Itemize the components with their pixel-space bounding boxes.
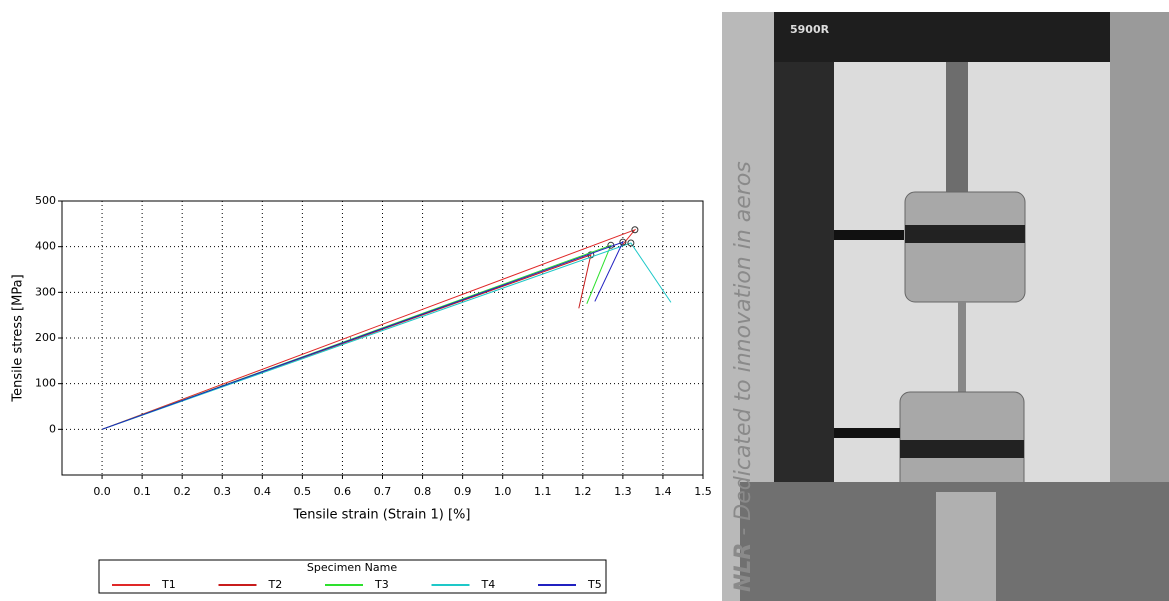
photo: 5900R NLR - Dedicated to innovation in a… <box>722 12 1169 601</box>
x-tick-label: 0.4 <box>254 485 272 498</box>
hose-top <box>834 230 904 240</box>
x-tick-label: 0.5 <box>294 485 312 498</box>
banner-bold: NLR <box>731 543 756 592</box>
legend-label: T5 <box>587 578 602 591</box>
x-tick-label: 1.1 <box>534 485 552 498</box>
line <box>101 228 637 430</box>
legend-box <box>98 559 607 594</box>
line <box>101 242 672 430</box>
x-tick-label: 1.5 <box>694 485 712 498</box>
legend-title: Specimen Name <box>307 561 397 574</box>
x-tick-label: 1.0 <box>494 485 512 498</box>
y-tick-label: 100 <box>35 377 56 390</box>
peak-marker <box>619 238 627 246</box>
legend-label: T1 <box>161 578 176 591</box>
x-tick-label: 0.8 <box>414 485 432 498</box>
x-tick-label: 0.1 <box>133 485 151 498</box>
x-tick-label: 0.9 <box>454 485 472 498</box>
hose-bottom <box>834 428 900 438</box>
grip-band-bottom <box>900 440 1024 458</box>
grip-band-top <box>905 225 1025 243</box>
x-tick-label: 1.4 <box>654 485 672 498</box>
grip-top <box>904 191 1026 303</box>
y-tick-label: 500 <box>35 194 56 207</box>
peak-marker <box>631 226 639 234</box>
banner: NLR - Dedicated to innovation in aeros <box>731 161 756 592</box>
base-fixture <box>936 492 996 601</box>
y-tick-label: 0 <box>49 422 56 435</box>
specimen <box>958 302 966 392</box>
line <box>101 241 624 430</box>
x-tick-label: 0.7 <box>374 485 392 498</box>
x-axis-label: Tensile strain (Strain 1) [%] <box>293 508 471 523</box>
machine-label: 5900R <box>790 23 830 36</box>
rod-top <box>946 62 968 192</box>
legend-label: T3 <box>374 578 389 591</box>
y-axis-label: Tensile stress [MPa] <box>11 274 26 402</box>
x-tick-label: 0.3 <box>214 485 232 498</box>
banner-text: - Dedicated to innovation in aeros <box>731 161 756 542</box>
x-tick-label: 0.0 <box>93 485 111 498</box>
x-tick-label: 0.2 <box>173 485 191 498</box>
y-tick-label: 400 <box>35 240 56 253</box>
x-tick-label: 1.3 <box>614 485 632 498</box>
x-tick-label: 0.6 <box>334 485 352 498</box>
peak-marker <box>627 239 635 247</box>
legend-label: T2 <box>268 578 283 591</box>
crosshead <box>774 12 1110 62</box>
legend-label: T4 <box>481 578 496 591</box>
y-tick-label: 200 <box>35 331 56 344</box>
y-tick-label: 300 <box>35 285 56 298</box>
x-tick-label: 1.2 <box>574 485 592 498</box>
